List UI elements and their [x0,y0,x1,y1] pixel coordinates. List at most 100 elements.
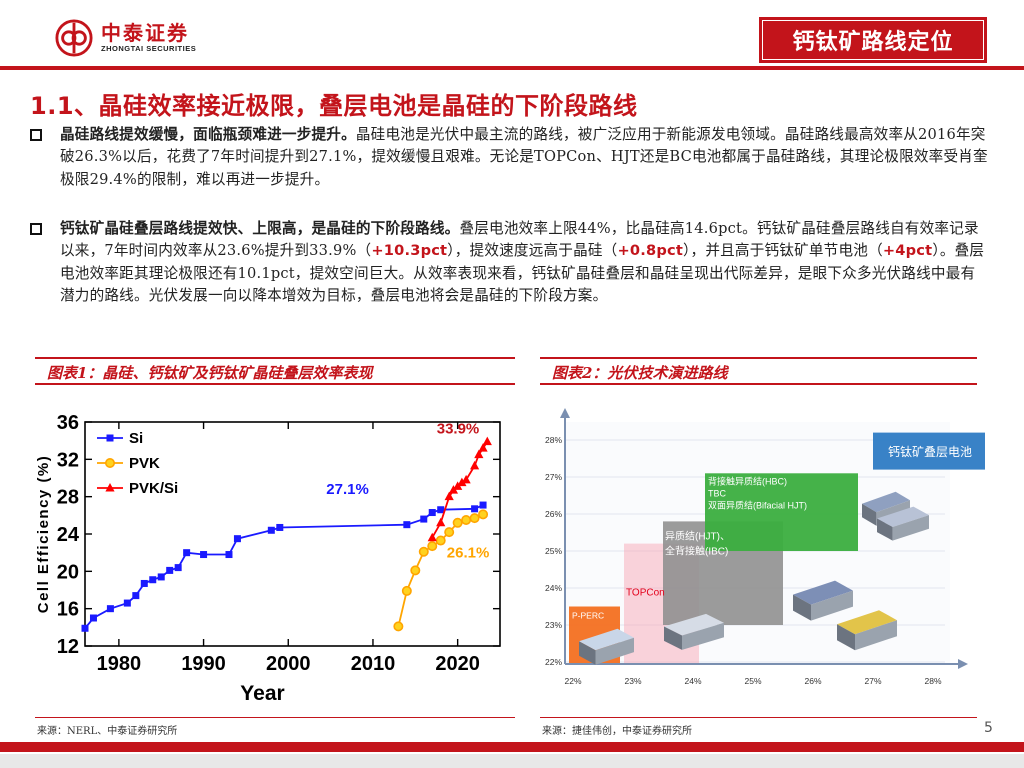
stage-block-3 [705,473,858,551]
pv-technology-roadmap-diagram: 22% 23% 24% 25% 26% 27% 28% 22% 23% 24% 25% 26% 27% 2… [545,408,985,686]
bullet-2-body-1: 叠层电池效率上限44%，比晶硅高14.6pct。钙钛矿晶硅叠层路线自有效率记录以… [60,220,979,260]
page-number: 5 [984,720,993,736]
stage-label-tbc: TBC [708,488,727,498]
point-pvk-si-8 [474,449,484,459]
cell-sketch-bifacial-icon-side [877,518,893,541]
series-line-si [84,504,484,629]
legend-label-si: Si [129,430,143,447]
x-tick-label-1990: 1990 [181,653,226,675]
section-tag: 钙钛矿路线定位 [759,17,987,63]
point-si-7 [157,573,165,581]
y-tick-label-28: 28 [57,487,79,509]
x-tick-label-4: 26% [804,676,821,686]
point-pvk-9 [469,513,480,524]
point-pvk-8 [461,515,472,526]
y-tick-label-1: 23% [545,620,562,630]
cell-sketch-tandem-icon [837,610,897,651]
series-pvk-si [427,436,492,542]
x-axis-arrow-icon [958,659,968,669]
point-si-20 [471,505,479,513]
cell-sketch-tandem-icon-side [837,624,855,651]
legend: Si PVK PVK/Si [97,430,178,497]
series-si [81,501,487,632]
x-tick-label-2020: 2020 [435,653,480,675]
point-pvk-4 [427,541,438,552]
point-si-18 [428,509,436,517]
cell-sketch-bifacial-icon-front [892,515,929,541]
point-si-3 [123,599,131,607]
legend-label-pvk-si: PVK/Si [129,480,178,497]
cell-sketch-hjt-icon [793,580,853,621]
cell-sketch-perc-icon-front [595,637,634,665]
logo-cn-text: 中泰证券 [101,21,189,45]
x-tick-label-5: 27% [864,676,881,686]
stage-label-hjt-line2: 全背接触(IBC) [665,544,728,557]
bullet-2: 钙钛矿晶硅叠层路线提效快、上限高，是晶硅的下阶段路线。叠层电池效率上限44%，比… [30,218,990,308]
legend-marker-pvk-si [105,483,115,492]
x-tick-label-6: 28% [924,676,941,686]
y-tick-label-6: 28% [545,435,562,445]
efficiency-line-chart: 12 16 20 24 28 32 36 1980 1990 2000 2010 2020 Year Ce… [35,412,501,705]
stage-label-hjt-line1: 异质结(HJT)、 [665,529,730,542]
stage-label-hbc: 背接触异质结(HBC) [708,475,787,486]
legend-marker-pvk [105,457,116,468]
figure-2-header: 图表2：光伏技术演进路线 [540,357,977,385]
page-title: 1.1、晶硅效率接近极限，叠层电池是晶硅的下阶段路线 [30,92,638,120]
figure-1-caption: 图表1：晶硅、钙钛矿及钙钛矿晶硅叠层效率表现 [47,364,373,382]
cell-sketch-perc-icon [579,628,634,665]
point-pvk-si-9 [478,443,488,452]
point-pvk-si-5 [457,477,467,487]
point-si-2 [106,605,114,613]
point-pvk-3 [418,546,429,557]
cell-sketch-tandem-icon-front [855,620,897,651]
highlight-si-gain: +0.8pct [617,242,684,260]
x-tick-label-1980: 1980 [97,653,142,675]
bullet-1: 晶硅路线提效缓慢，面临瓶颈难进一步提升。晶硅电池是光伏中最主流的路线，被广泛应用… [30,124,990,191]
x-tick-label-2: 24% [684,676,701,686]
zhongtai-logo-icon [55,19,93,57]
stage-block-4 [873,432,985,470]
cell-sketch-perc-icon-side [579,641,596,665]
cell-sketch-hjt-icon-top [793,580,853,605]
bullet-1-lead: 晶硅路线提效缓慢，面临瓶颈难进一步提升。 [60,126,356,143]
square-bullet-icon [30,129,42,141]
stage-label-tandem: 钙钛矿叠层电池 [888,444,972,459]
y-axis-label: Cell Efficiency (%) [35,455,52,614]
footer-bar [0,742,1024,752]
point-si-11 [200,551,208,559]
y-tick-label-24: 24 [57,524,80,546]
point-pvk-7 [452,517,463,528]
cell-sketch-topcon-icon-top [664,613,724,636]
point-si-14 [267,526,275,534]
point-si-19 [437,506,445,514]
y-tick-label-5: 27% [545,472,562,482]
y-tick-label-3: 25% [545,546,562,556]
cell-sketch-topcon-icon-front [682,622,724,650]
point-si-1 [89,614,97,622]
bullet-2-lead: 钙钛矿晶硅叠层路线提效快、上限高，是晶硅的下阶段路线。 [60,220,460,237]
y-tick-label-20: 20 [57,561,79,583]
cell-sketch-tandem-icon-top [837,610,897,635]
point-pvk-si-1 [436,517,446,527]
y-tick-label-16: 16 [57,599,79,621]
cell-sketch-topcon-icon-side [664,626,682,650]
legend-label-pvk: PVK [129,455,160,472]
y-tick-label-36: 36 [57,412,79,434]
stage-label-topcon: TOPCon [626,587,665,598]
cell-sketch-hbc-icon-side [862,503,877,526]
x-tick-label-1: 23% [624,676,641,686]
point-si-13 [233,535,241,543]
figure-1-header: 图表1：晶硅、钙钛矿及钙钛矿晶硅叠层效率表现 [35,357,515,385]
stage-label-bifacial-hjt: 双面异质结(Bifacial HJT) [708,499,807,510]
footer-strip [0,754,1024,768]
figure-2-source: 来源：捷佳伟创，中泰证券研究所 [540,717,977,739]
point-pvk-1 [401,585,412,596]
stage-label-perc: P-PERC [572,611,604,621]
x-tick-label-2010: 2010 [351,653,396,675]
cell-sketch-hbc-icon-top [862,491,910,513]
point-si-15 [276,523,284,531]
highlight-tandem-gain: +10.3pct [371,242,448,260]
x-tick-label-0: 22% [564,676,581,686]
figure-1-source: 来源：NERL、中泰证券研究所 [35,717,515,739]
annotation-si-record: 27.1% [326,481,369,498]
